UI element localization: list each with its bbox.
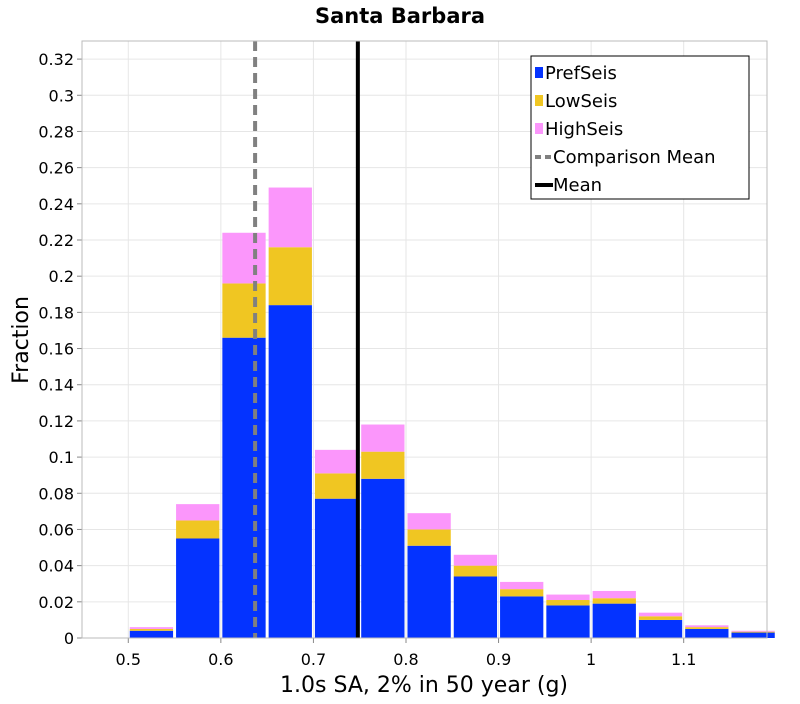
bar-lowseis	[268, 247, 312, 306]
bar-highseis	[176, 504, 220, 521]
y-tick-label: 0.12	[38, 412, 74, 431]
bars	[129, 187, 775, 638]
x-tick-label: 0.6	[208, 650, 233, 669]
y-tick-label: 0.18	[38, 303, 74, 322]
bar-lowseis	[314, 473, 359, 499]
bar-prefseis	[176, 538, 220, 638]
bar-lowseis	[500, 589, 544, 597]
x-tick-label: 0.5	[116, 650, 141, 669]
y-tick-label: 0.3	[49, 86, 74, 105]
bar-prefseis	[407, 545, 451, 638]
y-tick-label: 0.08	[38, 484, 74, 503]
bar-prefseis	[453, 576, 498, 638]
reference-lines	[253, 41, 360, 638]
y-tick-label: 0.22	[38, 231, 74, 250]
bar-highseis	[638, 612, 683, 617]
bar-highseis	[222, 232, 266, 284]
legend-swatch	[535, 95, 543, 106]
legend-box	[530, 55, 750, 200]
y-tick-label: 0.32	[38, 50, 74, 69]
bar-prefseis	[268, 305, 312, 638]
bar-lowseis	[546, 600, 590, 606]
bar-prefseis	[222, 337, 266, 638]
bar-highseis	[592, 590, 636, 599]
legend-label: Mean	[553, 175, 602, 196]
bar-highseis	[407, 513, 451, 530]
legend-swatch	[535, 67, 543, 78]
bar-prefseis	[731, 632, 775, 638]
x-axis-label: 1.0s SA, 2% in 50 year (g)	[280, 673, 568, 698]
bar-lowseis	[453, 565, 498, 577]
y-tick-label: 0.14	[38, 376, 74, 395]
bar-prefseis	[638, 619, 683, 638]
bar-highseis	[361, 424, 405, 452]
y-tick-label: 0.26	[38, 159, 74, 178]
chart-title: Santa Barbara	[315, 4, 485, 28]
bar-prefseis	[546, 605, 590, 638]
legend-label: Comparison Mean	[553, 147, 716, 168]
bar-prefseis	[500, 596, 544, 638]
legend-label: PrefSeis	[545, 63, 617, 84]
legend: PrefSeis LowSeis HighSeis Comparison Mean Me…	[530, 55, 750, 200]
y-tick-label: 0.02	[38, 593, 74, 612]
bar-prefseis	[314, 498, 359, 638]
bar-highseis	[685, 625, 729, 628]
y-tick-label: 0.24	[38, 195, 74, 214]
y-tick-label: 0.2	[49, 267, 74, 286]
x-tick-label: 1.1	[671, 650, 696, 669]
legend-label: HighSeis	[545, 119, 623, 140]
bar-lowseis	[731, 631, 775, 633]
bar-highseis	[453, 554, 498, 566]
y-tick-label: 0.04	[38, 557, 74, 576]
legend-swatch	[535, 123, 543, 134]
bar-lowseis	[407, 529, 451, 546]
bar-prefseis	[685, 628, 729, 638]
axes: 0 0.02 0.04 0.06 0.08 0.1 0.12 0.14 0.16 0.18 0.2 0…	[38, 40, 768, 669]
bar-highseis	[546, 594, 590, 601]
x-tick-label: 0.7	[301, 650, 326, 669]
y-axis-label: Fraction	[9, 296, 34, 384]
bar-prefseis	[361, 478, 405, 638]
bar-lowseis	[638, 616, 683, 620]
x-tick-label: 1	[586, 650, 596, 669]
y-tick-label: 0.16	[38, 340, 74, 359]
bar-prefseis	[129, 630, 174, 638]
bar-highseis	[314, 449, 359, 474]
bar-lowseis	[129, 628, 174, 631]
x-tick-label: 0.9	[486, 650, 511, 669]
bar-highseis	[268, 187, 312, 248]
bar-lowseis	[592, 598, 636, 604]
bar-lowseis	[176, 520, 220, 539]
bar-highseis	[500, 581, 544, 590]
legend-label: LowSeis	[545, 91, 617, 112]
y-tick-label: 0.1	[49, 448, 74, 467]
bar-highseis	[731, 630, 775, 632]
bar-lowseis	[685, 627, 729, 629]
plot-border	[81, 40, 768, 639]
bar-lowseis	[361, 451, 405, 479]
bar-lowseis	[222, 283, 266, 338]
y-tick-label: 0.28	[38, 122, 74, 141]
bar-prefseis	[592, 603, 636, 638]
bar-highseis	[129, 627, 174, 629]
x-tick-label: 0.8	[393, 650, 418, 669]
y-tick-label: 0.06	[38, 520, 74, 539]
y-tick-label: 0	[64, 629, 74, 648]
